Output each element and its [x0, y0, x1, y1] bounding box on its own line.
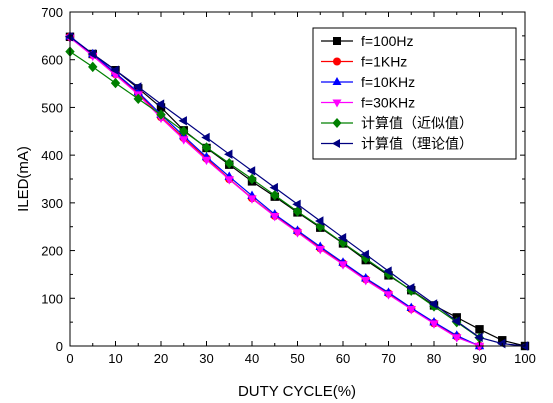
data-point [179, 126, 189, 137]
y-tick-label: 700 [41, 5, 63, 20]
legend-marker [332, 99, 342, 108]
data-point [156, 103, 166, 112]
data-point [474, 332, 483, 343]
legend-label: f=1KHz [361, 54, 407, 70]
legend-label: f=100Hz [361, 33, 414, 49]
y-tick-label: 600 [41, 53, 63, 68]
x-tick-label: 50 [290, 351, 304, 366]
data-point [429, 320, 439, 329]
data-point [406, 306, 416, 315]
data-point [361, 253, 371, 264]
data-point [451, 316, 460, 326]
data-point [179, 136, 189, 145]
data-point [428, 299, 438, 309]
data-point [383, 291, 394, 300]
data-point [315, 216, 324, 226]
legend-item-4: f=30KHz [321, 95, 415, 111]
data-point [224, 149, 233, 159]
legend-label: 计算值（近似值） [361, 115, 473, 131]
data-point [247, 195, 257, 204]
y-tick-label: 200 [41, 244, 63, 259]
data-point [133, 82, 142, 92]
data-point [88, 61, 98, 73]
data-point [110, 77, 121, 89]
y-tick-label: 100 [41, 291, 63, 306]
legend-marker [332, 118, 342, 128]
y-tick-label: 300 [41, 196, 63, 211]
data-point [269, 182, 278, 193]
x-tick-label: 60 [336, 351, 350, 366]
data-point [87, 49, 96, 59]
data-point [110, 65, 119, 75]
legend-item-2: f=1KHz [321, 54, 407, 70]
series-6 [64, 32, 529, 351]
data-point [361, 276, 371, 286]
data-point [224, 176, 234, 185]
data-point [64, 32, 74, 42]
data-point [406, 283, 415, 293]
legend-label: f=10KHz [361, 74, 415, 90]
data-point [224, 158, 234, 169]
data-point [452, 334, 462, 343]
legend-marker [333, 37, 341, 45]
legend-box [312, 27, 517, 160]
legend-item-5: 计算值（近似值） [321, 115, 473, 131]
data-point [498, 336, 507, 345]
x-tick-label: 80 [427, 351, 441, 366]
y-tick-label: 0 [56, 339, 63, 354]
legend-label: 计算值（理论值） [361, 136, 473, 152]
data-point [360, 249, 369, 260]
x-tick-label: 70 [381, 351, 395, 366]
data-point [270, 213, 280, 222]
data-point [201, 156, 212, 166]
data-point [133, 93, 143, 105]
legend-marker [333, 57, 341, 66]
data-point [201, 142, 212, 153]
y-axis-title: ILED(mA) [15, 146, 32, 212]
legend-label: f=30KHz [361, 95, 415, 111]
x-tick-label: 20 [154, 351, 168, 366]
y-tick-label: 400 [41, 148, 63, 163]
data-point [475, 325, 484, 334]
data-point [247, 173, 257, 185]
axis-ticks: 0 10 20 30 40 50 60 70 80 90 100 0 100 200 300 400 500 60… [41, 5, 536, 366]
data-point [201, 132, 210, 143]
data-point [474, 342, 485, 352]
plot-area [64, 31, 530, 352]
data-point [178, 116, 187, 126]
x-tick-label: 100 [514, 351, 536, 366]
legend-item-3: f=10KHz [321, 74, 415, 90]
legend-marker [332, 139, 340, 148]
x-tick-label: 0 [66, 351, 73, 366]
data-point [292, 229, 303, 238]
data-point [383, 266, 392, 276]
legend: f=100Hz f=1KHz f=10KHz f=30KHz 计算值（近似值） 计算值（理… [312, 27, 517, 160]
data-point [315, 245, 325, 255]
legend-item-6: 计算值（理论值） [321, 136, 473, 152]
y-tick-label: 500 [41, 100, 63, 115]
x-axis-title: DUTY CYCLE(%) [238, 383, 356, 400]
x-tick-label: 40 [245, 351, 259, 366]
data-point [156, 109, 166, 120]
data-point [337, 232, 347, 243]
x-tick-label: 10 [108, 351, 122, 366]
data-point [246, 166, 256, 176]
data-point [155, 99, 165, 109]
data-point [270, 190, 280, 201]
data-point [292, 199, 301, 209]
legend-item-1: f=100Hz [321, 33, 414, 49]
data-point [338, 261, 348, 270]
data-point [292, 206, 303, 217]
x-tick-label: 90 [472, 351, 486, 366]
x-tick-label: 30 [199, 351, 213, 366]
legend-marker [332, 77, 342, 85]
